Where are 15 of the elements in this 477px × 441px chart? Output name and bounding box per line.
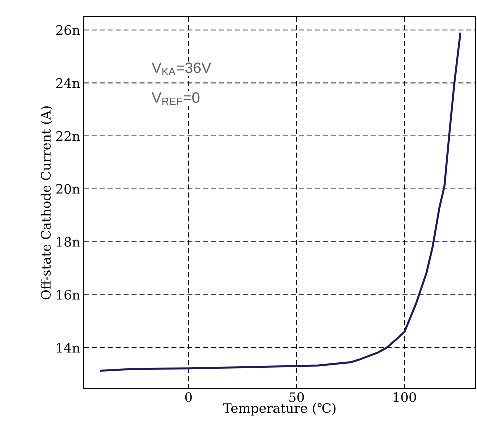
x-tick-label: 100 xyxy=(394,392,416,402)
x-tick-label: 0 xyxy=(185,392,192,402)
annotation: V$_{KA}$=36V xyxy=(152,62,212,76)
y-tick-label: 24n xyxy=(56,78,80,88)
x-axis-title: Temperature (℃) xyxy=(223,403,336,416)
y-tick-label: 16n xyxy=(57,290,80,300)
y-tick-label: 14n xyxy=(57,343,80,353)
y-tick-label: 26n xyxy=(56,25,80,36)
y-tick-label: 22n xyxy=(56,131,80,141)
y-tick-label: 20n xyxy=(56,184,80,194)
annotation: V$_{REF}$=0 xyxy=(152,92,200,106)
line-series xyxy=(99,32,462,372)
y-tick-label: 18n xyxy=(57,237,80,247)
y-axis-title: Off-state Cathode Current (A) xyxy=(40,106,53,300)
x-tick-label: 50 xyxy=(290,392,304,402)
